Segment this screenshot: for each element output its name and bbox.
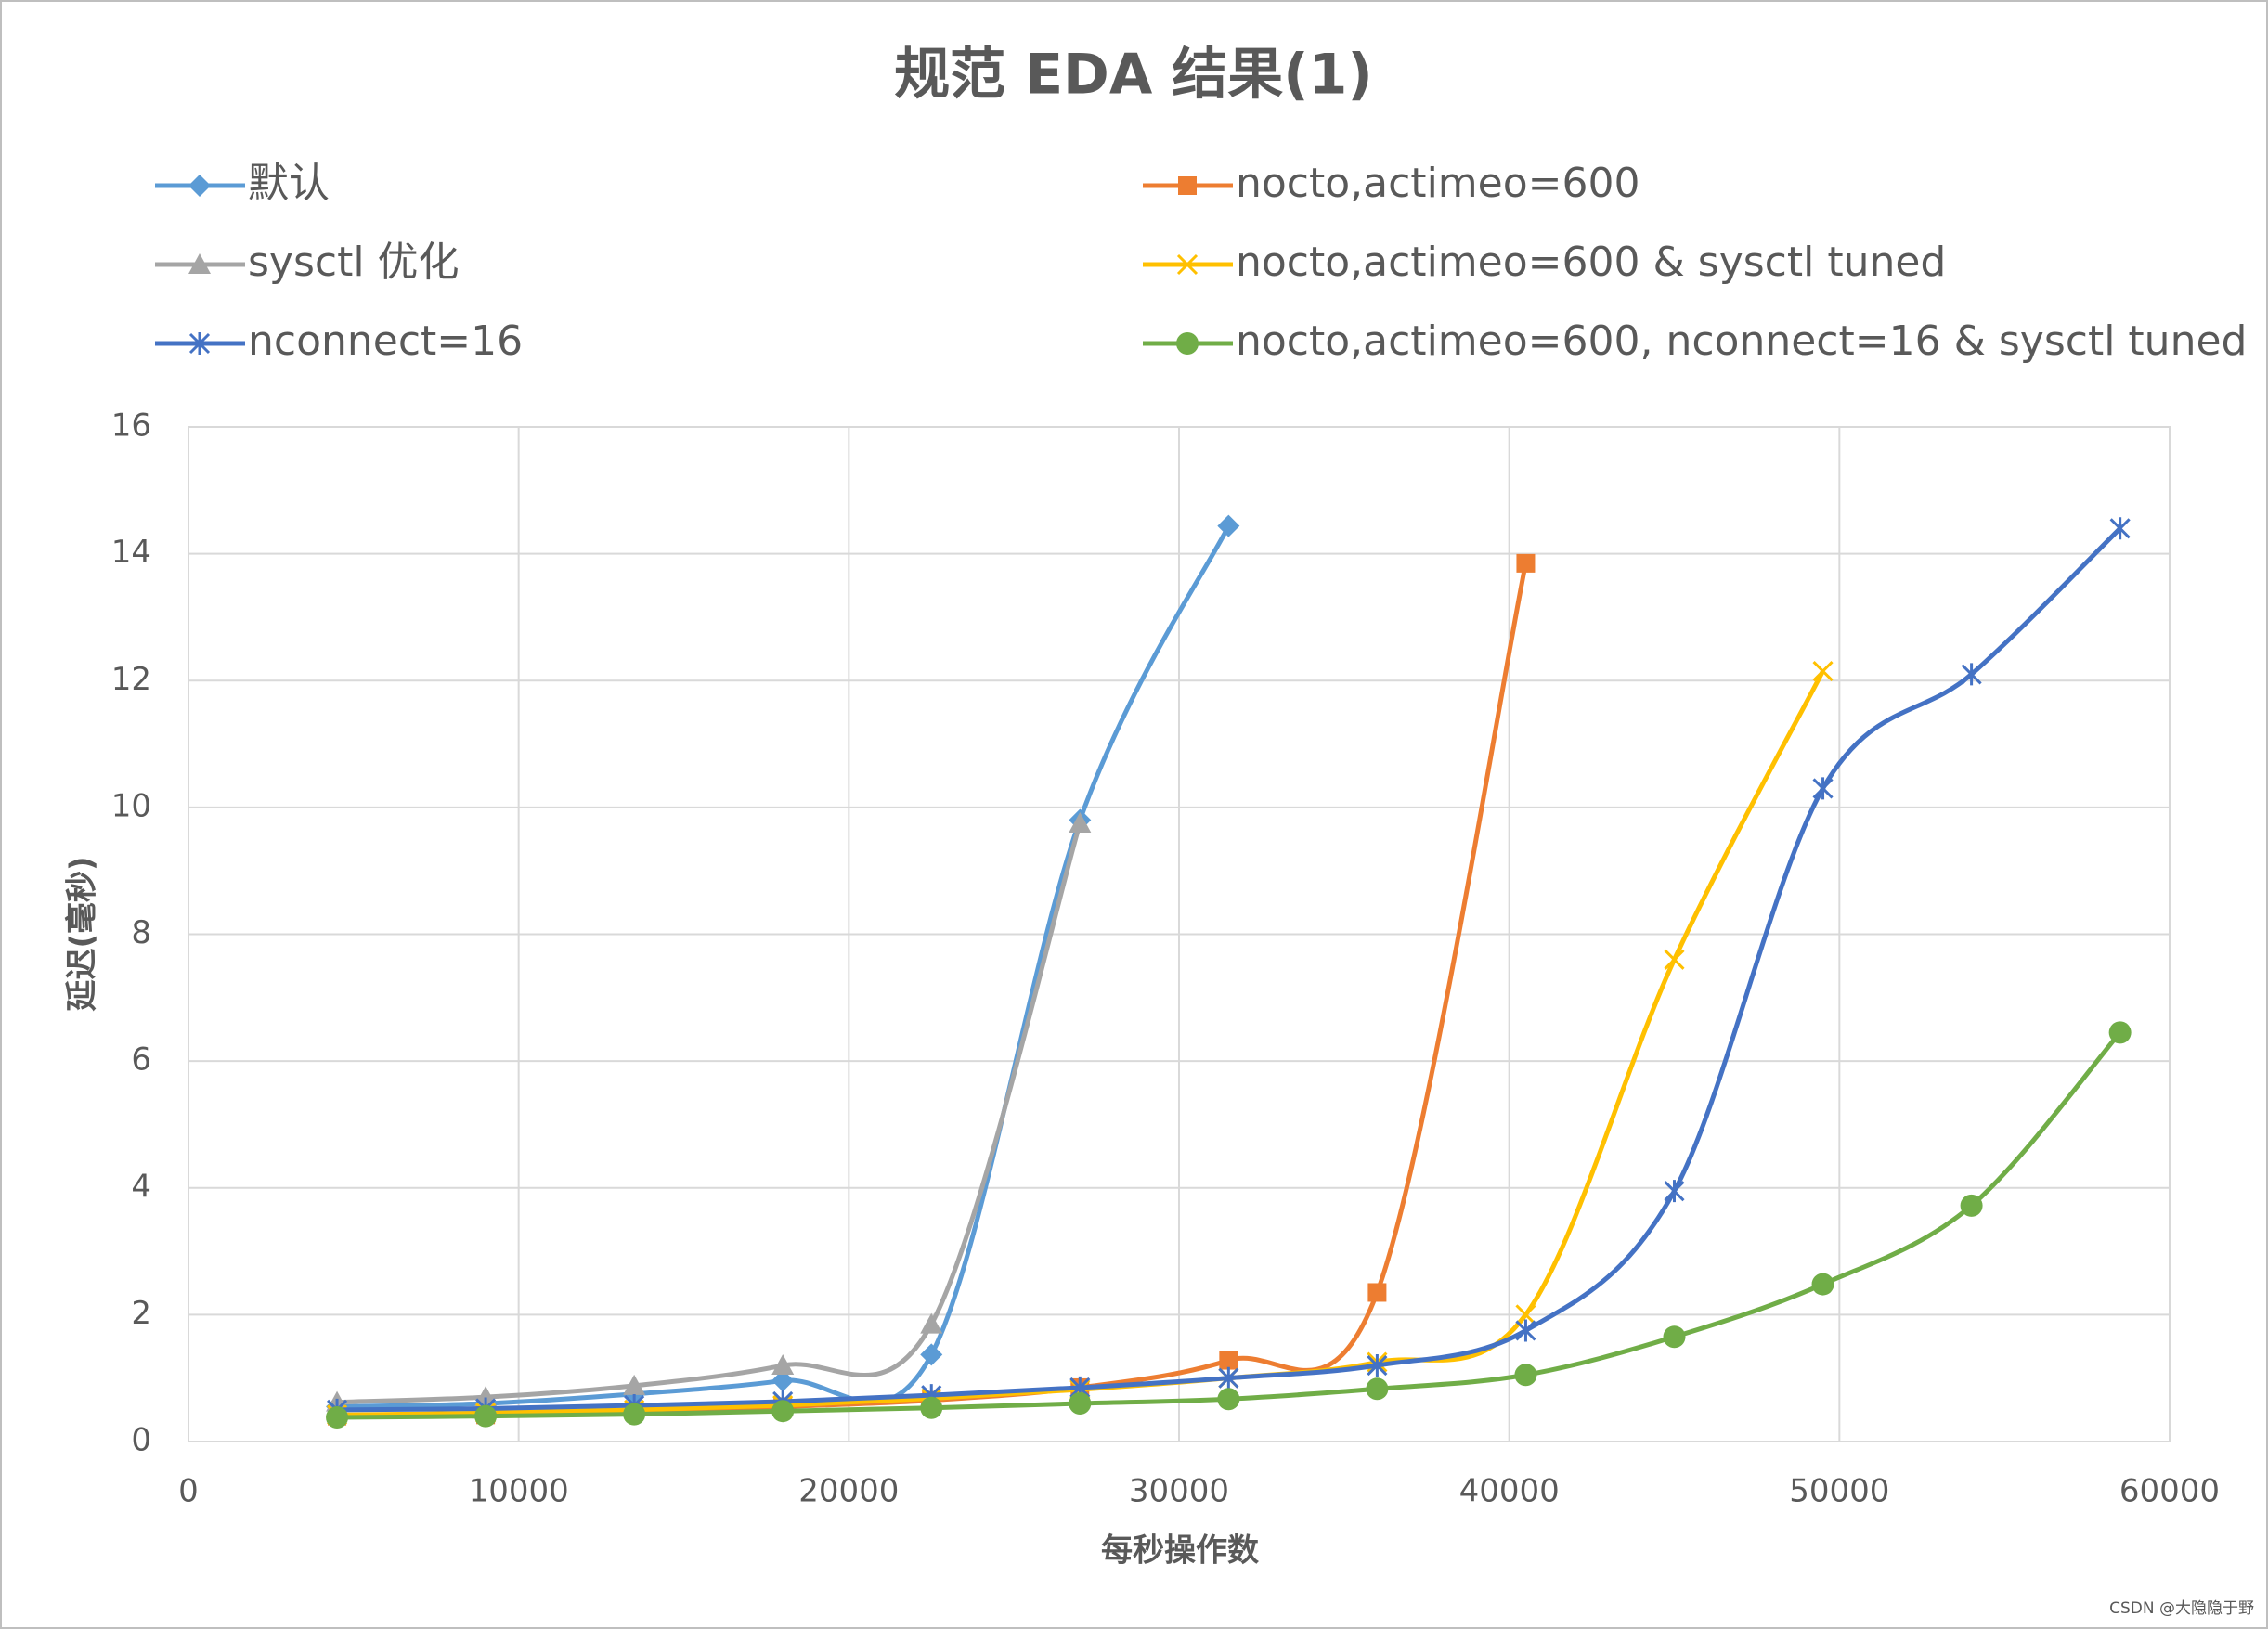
marker [1217, 1388, 1240, 1411]
y-tick-label: 8 [131, 914, 151, 951]
marker [1069, 1392, 1092, 1416]
chart-title: 规范 EDA 结果(1) [894, 43, 1373, 108]
marker [1367, 1283, 1387, 1302]
y-tick-label: 14 [111, 534, 151, 571]
marker [1812, 660, 1834, 682]
marker [771, 1400, 795, 1423]
marker [1367, 1354, 1388, 1377]
y-tick-label: 4 [131, 1168, 151, 1205]
marker [1664, 1180, 1685, 1203]
legend-label: sysctl 优化 [248, 239, 460, 286]
marker [1514, 1364, 1537, 1387]
marker [920, 1312, 943, 1334]
legend-marker [1178, 176, 1197, 195]
y-tick-label: 12 [111, 661, 151, 698]
legend-label: nconnect=16 [248, 317, 523, 365]
x-tick-label: 40000 [1459, 1473, 1560, 1510]
marker [1219, 1351, 1238, 1370]
y-tick-label: 10 [111, 787, 151, 824]
marker [1217, 514, 1240, 537]
legend-marker [1176, 332, 1199, 355]
legend-label: nocto,actimeo=600 [1236, 160, 1640, 207]
marker [1515, 1304, 1536, 1325]
marker [920, 1396, 943, 1419]
marker [2108, 1021, 2132, 1044]
y-tick-label: 16 [111, 407, 151, 445]
x-axis-title: 每秒操作数 [1101, 1532, 1259, 1570]
marker [1812, 777, 1834, 800]
legend-marker [1176, 253, 1199, 276]
marker [1069, 811, 1092, 833]
marker [771, 1354, 795, 1376]
x-tick-label: 10000 [469, 1473, 569, 1510]
marker [623, 1374, 646, 1395]
marker [623, 1403, 646, 1426]
marker [771, 1369, 795, 1392]
legend-label: 默认 [248, 160, 330, 207]
y-axis-title: 延迟(毫秒) [64, 856, 101, 1011]
y-tick-label: 0 [131, 1422, 151, 1459]
y-tick-label: 6 [131, 1041, 151, 1079]
marker [1218, 1366, 1239, 1390]
legend-marker [188, 253, 211, 274]
marker [1516, 553, 1536, 573]
series-line [337, 526, 2122, 1413]
marker [1960, 1194, 1983, 1217]
y-tick-label: 2 [131, 1295, 151, 1332]
x-tick-label: 60000 [2119, 1473, 2220, 1510]
marker [920, 1343, 943, 1366]
marker [1664, 949, 1685, 970]
legend-marker [188, 332, 211, 355]
marker [474, 1404, 498, 1428]
legend-label: nocto,actimeo=600 & sysctl tuned [1236, 239, 1946, 286]
x-tick-label: 30000 [1129, 1473, 1229, 1510]
x-tick-label: 50000 [1789, 1473, 1889, 1510]
plot-border [188, 426, 2171, 1442]
marker [326, 1406, 349, 1429]
marker [1961, 663, 1982, 686]
marker [1811, 1273, 1834, 1296]
legend-label: nocto,actimeo=600, nconnect=16 & sysctl … [1236, 317, 2247, 365]
marker [1515, 1319, 1536, 1342]
marker [1366, 1377, 1389, 1401]
marker [2109, 517, 2131, 540]
x-tick-label: 0 [178, 1473, 199, 1510]
x-tick-label: 20000 [798, 1473, 899, 1510]
watermark: CSDN @大隐隐于野 [2109, 1599, 2254, 1618]
marker [1663, 1325, 1686, 1349]
legend-marker [188, 175, 211, 197]
